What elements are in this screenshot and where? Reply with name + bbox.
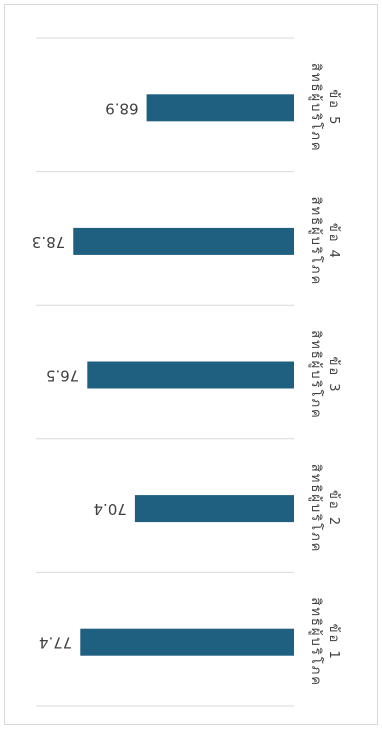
category-label-text: สิทธิผู้บริโภค ข้อ 2 — [308, 464, 341, 554]
value-label: 68.9 — [105, 99, 138, 117]
category-label: สิทธิผู้บริโภค ข้อ 1 — [308, 597, 341, 687]
category-label-text: สิทธิผู้บริโภค ข้อ 5 — [308, 63, 341, 153]
category-label: สิทธิผู้บริโภค ข้อ 3 — [308, 330, 341, 420]
category-label-text: สิทธิผู้บริโภค ข้อ 1 — [308, 597, 341, 687]
chart-layer: 77.4 สิทธิผู้บริโภค ข้อ 1 70.4 สิทธิผู้บริโภ… — [32, 37, 341, 707]
category-label-text: สิทธิผู้บริโภค ข้อ 4 — [308, 197, 341, 287]
value-label: 78.3 — [32, 233, 65, 251]
category-label-text: สิทธิผู้บริโภค ข้อ 3 — [308, 330, 341, 420]
category-label: สิทธิผู้บริโภค ข้อ 5 — [308, 63, 341, 153]
bar — [146, 94, 294, 122]
category-label: สิทธิผู้บริโภค ข้อ 4 — [308, 197, 341, 287]
value-label: 77.4 — [39, 634, 72, 652]
bar — [73, 227, 294, 255]
chart-frame — [4, 4, 378, 725]
bar — [80, 628, 294, 656]
category-label: สิทธิผู้บริโภค ข้อ 2 — [308, 464, 341, 554]
bar — [134, 495, 294, 523]
value-label: 70.4 — [93, 500, 126, 518]
value-label: 76.5 — [46, 367, 79, 385]
bar — [87, 361, 294, 389]
